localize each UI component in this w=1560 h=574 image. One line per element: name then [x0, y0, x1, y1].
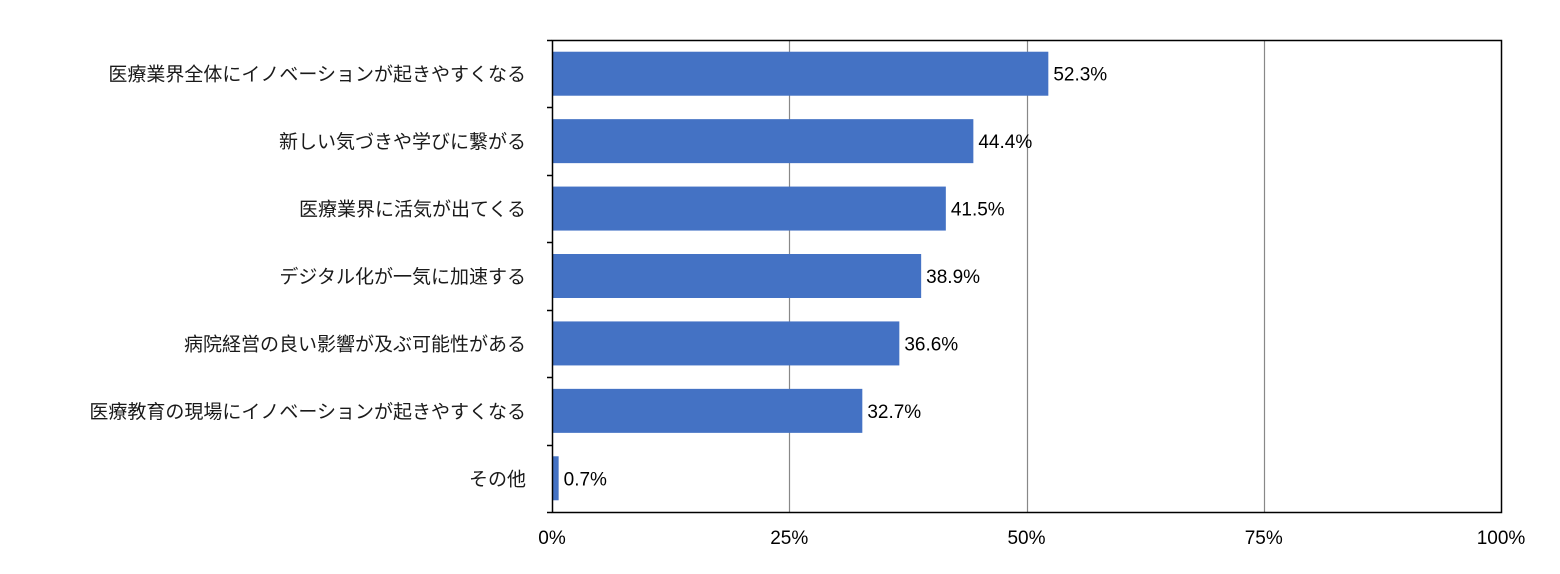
- data-labels: 52.3% 44.4% 41.5% 38.9% 36.6% 32.7% 0.7%: [564, 65, 1108, 491]
- category-label: 医療教育の現場にイノベーションが起きやすくなる: [89, 401, 526, 423]
- bar-3: [552, 186, 946, 231]
- bar-2: [552, 119, 974, 164]
- data-label: 38.9%: [926, 267, 980, 288]
- bar-7: [552, 456, 559, 501]
- data-label: 41.5%: [951, 200, 1005, 221]
- x-tick-label: 100%: [1477, 528, 1526, 549]
- plot-border: [551, 39, 1503, 514]
- x-tick-label: 25%: [770, 528, 808, 549]
- data-label: 52.3%: [1053, 65, 1107, 86]
- data-label: 44.4%: [978, 132, 1032, 153]
- category-labels: 医療業界全体にイノベーションが起きやすくなる新しい気づきや学びに繋がる医療業界に…: [89, 64, 526, 491]
- x-tick-label: 0%: [538, 528, 566, 549]
- x-axis-tick-labels: 0% 25% 50% 75% 100%: [538, 528, 1525, 549]
- category-label: その他: [469, 468, 526, 490]
- data-label: 32.7%: [867, 402, 921, 423]
- bar-4: [552, 254, 922, 298]
- bar-1: [552, 51, 1049, 96]
- plot-frame: [551, 39, 1503, 514]
- category-label: 医療業界に活気が出てくる: [299, 199, 526, 221]
- x-tick-label: 50%: [1007, 528, 1045, 549]
- category-label: デジタル化が一気に加速する: [279, 266, 526, 288]
- bar-6: [552, 388, 863, 433]
- x-tick-label: 75%: [1245, 528, 1283, 549]
- y-axis-ticks: [547, 39, 552, 514]
- bars: [552, 51, 1049, 501]
- category-label: 病院経営の良い影響が及ぶ可能性がある: [184, 333, 526, 355]
- data-label: 0.7%: [564, 469, 607, 490]
- category-label: 新しい気づきや学びに繋がる: [279, 131, 526, 153]
- bar-5: [552, 321, 900, 366]
- data-label: 36.6%: [904, 334, 958, 355]
- category-label: 医療業界全体にイノベーションが起きやすくなる: [108, 64, 526, 86]
